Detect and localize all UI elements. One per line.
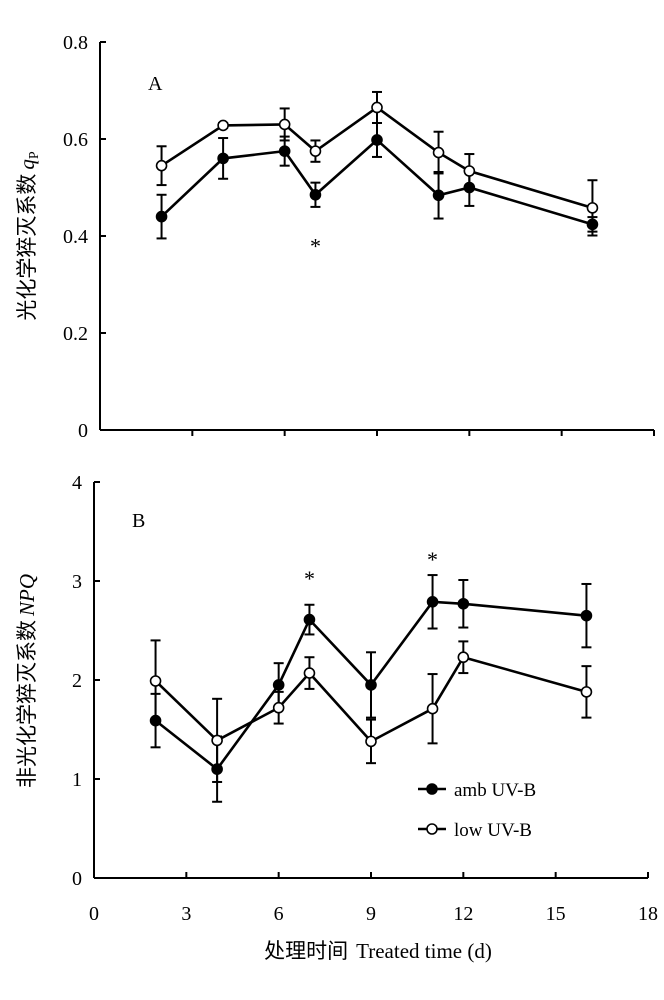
panel-b-x-ticks: 0 3 6 9 12 15 18 bbox=[89, 872, 658, 925]
legend-label-low: low UV-B bbox=[454, 820, 532, 841]
x-tick-label: 12 bbox=[453, 903, 473, 925]
legend-label-amb: amb UV-B bbox=[454, 780, 536, 801]
data-point bbox=[211, 734, 223, 747]
panel-b-ylabel: 非光化学猝灭系数NPQ bbox=[15, 574, 39, 788]
legend-filled-circle-icon bbox=[426, 783, 438, 795]
x-tick-label: 0 bbox=[89, 903, 99, 925]
panel-b-annotations: ** bbox=[304, 547, 438, 591]
x-tick-label: 9 bbox=[366, 903, 376, 925]
legend-open-circle-icon bbox=[426, 823, 438, 835]
series-line bbox=[154, 655, 587, 744]
data-point bbox=[365, 679, 377, 691]
data-point bbox=[426, 595, 439, 608]
data-point bbox=[371, 101, 383, 114]
significance-star: * bbox=[427, 547, 438, 572]
data-point bbox=[432, 189, 445, 202]
data-point bbox=[580, 609, 593, 622]
panel-a-label: A bbox=[148, 73, 163, 95]
data-point bbox=[309, 145, 322, 157]
series-amb-uvb bbox=[155, 121, 599, 240]
y-tick-label: 0 bbox=[72, 868, 82, 890]
significance-star: * bbox=[304, 566, 315, 591]
data-point bbox=[272, 701, 285, 714]
panel-a-ylabel: 光化学猝灭系数qP bbox=[15, 151, 42, 321]
y-tick-label: 0 bbox=[78, 420, 88, 442]
data-point bbox=[580, 686, 593, 698]
data-point bbox=[457, 597, 470, 610]
panel-b-ylabel-text: 非光化学猝灭系数NPQ bbox=[15, 574, 39, 788]
data-point bbox=[463, 165, 476, 177]
panel-b-series bbox=[149, 574, 593, 803]
series-low-uvb bbox=[149, 639, 593, 783]
data-point bbox=[217, 119, 229, 132]
data-point bbox=[432, 146, 445, 159]
data-point bbox=[272, 679, 285, 691]
panel-b-xlabel: 处理时间 Treated time (d) bbox=[264, 939, 492, 963]
x-tick-label: 3 bbox=[181, 903, 191, 925]
data-point bbox=[278, 118, 291, 131]
panel-b-y-ticks: 0 1 2 3 4 bbox=[72, 472, 100, 890]
y-tick-label: 4 bbox=[72, 472, 82, 494]
data-point bbox=[365, 735, 377, 748]
series-line bbox=[160, 105, 593, 210]
data-point bbox=[278, 145, 291, 157]
x-tick-label: 18 bbox=[638, 903, 658, 925]
x-tick-label: 15 bbox=[546, 903, 566, 925]
panel-a-series bbox=[155, 90, 599, 240]
series-amb-uvb bbox=[149, 574, 593, 803]
y-tick-label: 0.4 bbox=[63, 226, 88, 248]
data-point bbox=[155, 210, 168, 223]
data-point bbox=[155, 159, 168, 172]
panel-a-y-ticks: 0 0.2 0.4 0.6 0.8 bbox=[63, 32, 106, 442]
data-point bbox=[586, 202, 599, 214]
y-tick-label: 0.2 bbox=[63, 323, 88, 345]
panel-a: 光化学猝灭系数qP A 0 0.2 0.4 0.6 0.8 * bbox=[15, 32, 655, 442]
x-tick-label: 6 bbox=[274, 903, 284, 925]
data-point bbox=[371, 134, 383, 146]
data-point bbox=[457, 651, 470, 664]
data-point bbox=[426, 702, 439, 715]
panel-a-ylabel-text: 光化学猝灭系数qP bbox=[15, 151, 42, 321]
data-point bbox=[303, 613, 316, 626]
panel-a-annotations: * bbox=[310, 233, 321, 258]
y-tick-label: 1 bbox=[72, 769, 82, 791]
legend-item-low: low UV-B bbox=[418, 820, 532, 841]
data-point bbox=[309, 188, 322, 201]
significance-star: * bbox=[310, 233, 321, 258]
data-point bbox=[149, 675, 162, 687]
legend: amb UV-B low UV-B bbox=[418, 780, 536, 841]
y-tick-label: 0.6 bbox=[63, 129, 88, 151]
y-tick-label: 0.8 bbox=[63, 32, 88, 54]
y-tick-label: 3 bbox=[72, 571, 82, 593]
panel-a-x-ticks bbox=[191, 430, 655, 436]
data-point bbox=[217, 152, 229, 165]
y-tick-label: 2 bbox=[72, 670, 82, 692]
legend-item-amb: amb UV-B bbox=[418, 780, 536, 801]
data-point bbox=[303, 667, 316, 679]
panel-b-label: B bbox=[132, 510, 145, 532]
series-low-uvb bbox=[155, 90, 599, 237]
